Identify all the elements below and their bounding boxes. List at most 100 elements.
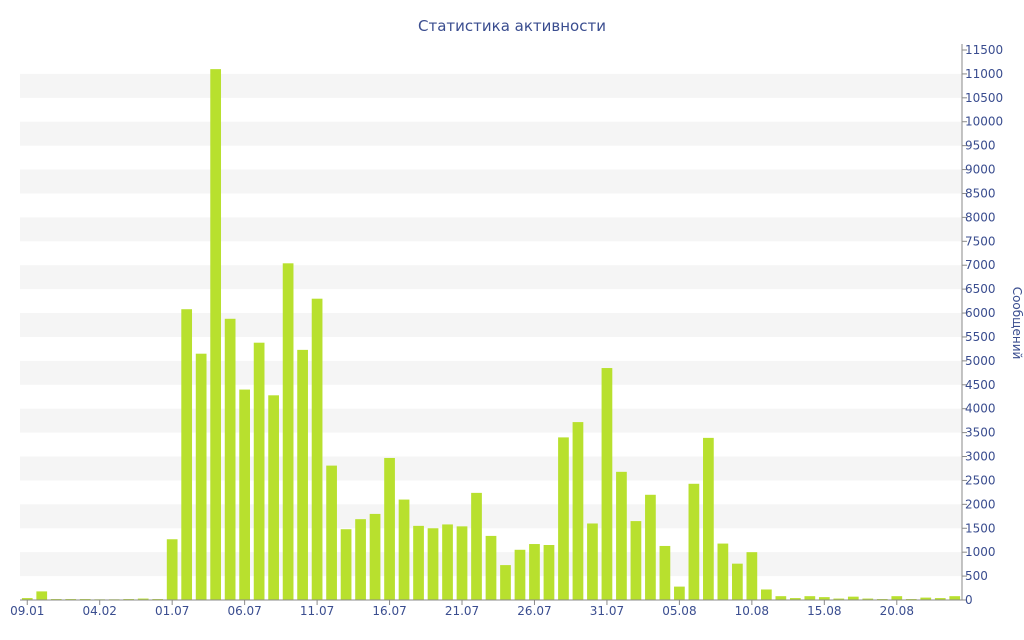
x-tick-label: 11.07 [300, 604, 334, 618]
y-tick-label: 7500 [965, 234, 996, 248]
bar [616, 471, 627, 600]
bar [282, 263, 294, 600]
x-tick-label: 10.08 [735, 604, 769, 618]
bar [891, 596, 903, 600]
bar [36, 591, 48, 600]
bar [442, 524, 453, 600]
bar [920, 597, 932, 600]
bar [949, 596, 961, 600]
grid-band [20, 73, 962, 98]
x-tick-label: 15.08 [807, 604, 841, 618]
bar [572, 422, 584, 600]
bar [195, 353, 207, 600]
y-tick-label: 500 [965, 569, 988, 583]
grid-band [20, 313, 962, 337]
y-tick-label: 4500 [965, 378, 996, 392]
y-tick-label: 3500 [965, 426, 996, 440]
bar [384, 457, 395, 600]
bar [326, 465, 337, 600]
y-tick-label: 5500 [965, 330, 996, 344]
bar [471, 492, 482, 600]
bar [804, 596, 816, 600]
grid-band [20, 265, 962, 290]
grid-band [20, 217, 962, 242]
bar [630, 521, 642, 600]
x-tick-label: 09.01 [10, 604, 44, 618]
bar [21, 598, 33, 600]
bar [847, 596, 859, 600]
bar [253, 342, 265, 600]
y-tick-label: 3000 [965, 450, 996, 464]
x-tick-label: 31.07 [590, 604, 624, 618]
bar [558, 437, 569, 600]
grid-band [20, 169, 962, 194]
bar [181, 309, 193, 600]
x-tick-label: 01.07 [155, 604, 189, 618]
bar [485, 535, 497, 600]
bar [311, 298, 323, 600]
y-tick-label: 10000 [965, 115, 1003, 129]
y-tick-label: 0 [965, 593, 973, 607]
bar [398, 499, 410, 600]
y-tick-label: 2500 [965, 473, 996, 487]
bar [137, 598, 149, 600]
y-tick-label: 9500 [965, 139, 996, 153]
bar [514, 549, 526, 600]
bar [268, 395, 279, 600]
grid-band [20, 504, 962, 529]
x-axis: 09.01 04.02 01.07 06.07 11.07 16.07 21.07 26.07… [10, 599, 962, 618]
bar [529, 544, 540, 600]
y-tick-label: 6500 [965, 282, 996, 296]
y-tick-label: 9000 [965, 163, 996, 177]
bar [760, 589, 772, 600]
x-tick-label: 16.07 [372, 604, 406, 618]
chart-title: Статистика активности [418, 17, 606, 35]
grid-band [20, 121, 962, 146]
bar [224, 318, 236, 600]
bars [21, 69, 961, 600]
y-tick-label: 6000 [965, 306, 996, 320]
x-tick-label: 21.07 [445, 604, 479, 618]
x-tick-label: 20.08 [880, 604, 914, 618]
x-tick-label: 06.07 [227, 604, 261, 618]
grid-band [20, 408, 962, 433]
bar [746, 552, 758, 600]
bar [427, 528, 439, 600]
bar [601, 368, 613, 600]
bar [456, 526, 468, 600]
y-tick-label: 5000 [965, 354, 996, 368]
bar [789, 598, 801, 600]
grid-bands [20, 73, 962, 577]
bar [674, 586, 685, 600]
y-axis: 0 500 1000 1500 2000 2500 3000 3500 4000 4500 5000… [961, 43, 1003, 607]
y-tick-label: 10500 [965, 91, 1003, 105]
bar [369, 513, 381, 600]
y-tick-label: 2000 [965, 497, 996, 511]
bar [703, 437, 714, 600]
bar [818, 597, 830, 600]
y-axis-title: Сообщений [1010, 287, 1024, 360]
bar [239, 389, 250, 600]
bar [645, 494, 656, 600]
y-tick-label: 1500 [965, 521, 996, 535]
y-tick-label: 1000 [965, 545, 996, 559]
bar [413, 525, 424, 600]
bar [587, 523, 598, 600]
y-tick-label: 8000 [965, 210, 996, 224]
bar [543, 545, 555, 600]
bar [166, 539, 178, 600]
bar [862, 598, 874, 600]
y-tick-label: 11000 [965, 67, 1003, 81]
grid-band [20, 456, 962, 481]
bar [659, 545, 671, 600]
x-tick-label: 04.02 [83, 604, 117, 618]
bar [833, 598, 845, 600]
bar [934, 598, 946, 600]
bar [355, 519, 366, 600]
bar [775, 596, 787, 600]
bar [717, 543, 729, 600]
bar [688, 483, 700, 600]
bar [732, 563, 743, 600]
